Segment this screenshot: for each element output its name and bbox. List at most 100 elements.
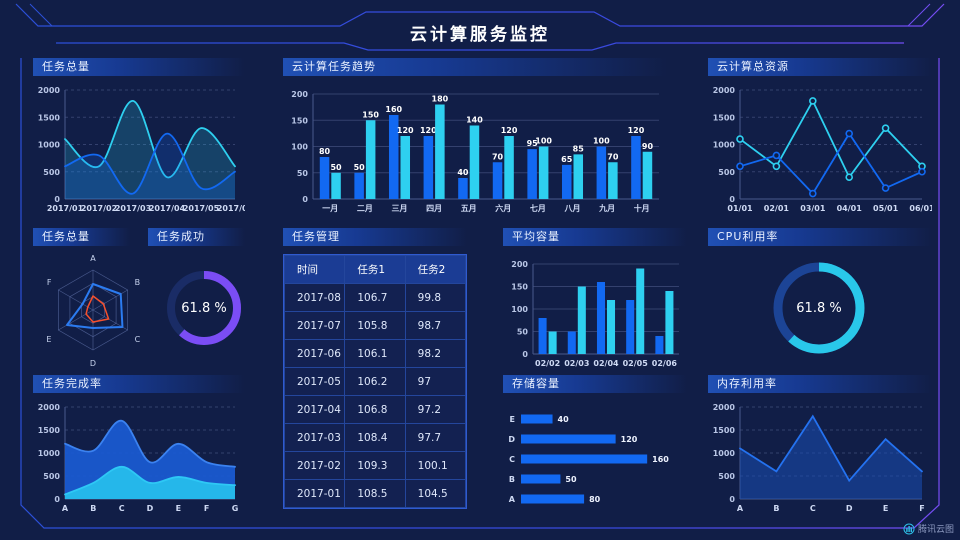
bar <box>538 318 547 354</box>
svg-text:100: 100 <box>593 137 610 146</box>
svg-text:0: 0 <box>54 495 60 504</box>
bar <box>435 104 445 199</box>
table-cell: 97 <box>404 367 467 396</box>
bar <box>538 146 549 199</box>
bar <box>642 151 653 199</box>
svg-text:2000: 2000 <box>713 403 736 412</box>
bar <box>504 136 514 199</box>
bar <box>423 136 434 199</box>
series-blue-area <box>65 133 235 199</box>
task-success-donut: 61.8 % <box>167 271 241 345</box>
panel-task-success: 任务成功 61.8 % <box>148 228 245 370</box>
svg-text:1000: 1000 <box>38 141 61 150</box>
svg-text:1500: 1500 <box>38 426 61 435</box>
svg-text:120: 120 <box>501 126 518 135</box>
table-header-row: 时间 任务1 任务2 <box>283 255 467 284</box>
table-cell: 106.1 <box>344 339 406 368</box>
data-point <box>845 173 853 181</box>
task-total-line-chart: 05001000150020002017/012017/022017/03201… <box>38 86 245 213</box>
svg-text:E: E <box>46 335 51 344</box>
svg-text:90: 90 <box>642 142 654 151</box>
svg-text:120: 120 <box>420 126 437 135</box>
svg-text:四月: 四月 <box>426 204 442 213</box>
panel-title: 任务总量 <box>33 228 130 246</box>
panel-title: 云计算任务趋势 <box>283 58 667 76</box>
svg-text:61.8 %: 61.8 % <box>181 301 226 316</box>
svg-text:150: 150 <box>511 283 528 292</box>
svg-text:160: 160 <box>652 455 669 464</box>
data-point <box>809 189 817 198</box>
panel-title: 存储容量 <box>503 375 687 393</box>
svg-text:02/02: 02/02 <box>535 359 560 368</box>
table-cell: 105.8 <box>344 311 406 340</box>
completion-area-chart: 0 500 1000 1500 2000 A B C D E F G <box>38 403 239 513</box>
svg-text:F: F <box>47 278 52 287</box>
svg-text:E: E <box>883 504 888 513</box>
svg-text:2017/02: 2017/02 <box>81 204 117 213</box>
bar <box>561 164 572 199</box>
task-radar-chart: A B C D E F <box>46 254 141 368</box>
task-table: 时间 任务1 任务2 2017-08 106.7 99.8 2017-07 105.8 98.7… <box>283 255 467 508</box>
svg-text:C: C <box>509 455 515 464</box>
svg-text:七月: 七月 <box>530 203 546 213</box>
cloud-resources-line-chart: 0 500 1000 1500 2000 01/01 02/01 03/01 04/01 05/0… <box>713 86 932 213</box>
bar <box>596 282 605 354</box>
svg-text:A: A <box>509 495 516 504</box>
column-header: 时间 <box>283 255 346 284</box>
panel-title: 内存利用率 <box>708 375 932 393</box>
bar <box>631 136 641 199</box>
area-blue-line <box>64 419 236 468</box>
data-point <box>845 129 853 138</box>
radar-red <box>85 295 110 323</box>
panel-storage: 存储容量 E 40 D 120 C 160 B 50 A 80 <box>503 375 687 515</box>
bar <box>521 454 648 464</box>
svg-text:150: 150 <box>362 110 379 119</box>
svg-text:D: D <box>846 504 853 513</box>
svg-text:40: 40 <box>558 415 570 424</box>
series-blue-area <box>740 416 922 499</box>
table-cell: 2017-01 <box>283 479 346 508</box>
svg-text:一月: 一月 <box>322 204 338 213</box>
radar-blue <box>66 283 124 329</box>
series-blue-line <box>64 132 236 195</box>
svg-text:C: C <box>135 335 141 344</box>
svg-text:500: 500 <box>718 472 735 481</box>
bar <box>400 136 411 199</box>
svg-text:85: 85 <box>573 144 585 153</box>
svg-text:500: 500 <box>43 472 60 481</box>
svg-text:B: B <box>773 504 779 513</box>
svg-text:80: 80 <box>589 495 601 504</box>
brand-text: 腾讯云图 <box>917 525 954 535</box>
bar <box>527 149 537 199</box>
svg-text:50: 50 <box>297 169 309 178</box>
svg-text:01/01: 01/01 <box>727 204 753 213</box>
panel-title: CPU利用率 <box>708 228 932 246</box>
table-cell: 2017-06 <box>283 339 346 368</box>
series-blue-line <box>739 131 923 196</box>
svg-text:E: E <box>510 415 515 424</box>
table-cell: 108.5 <box>344 479 406 508</box>
svg-text:2017/05: 2017/05 <box>183 204 220 213</box>
series-blue-line <box>739 414 923 483</box>
svg-text:500: 500 <box>43 168 60 177</box>
svg-text:D: D <box>147 504 154 513</box>
data-point <box>918 167 926 176</box>
svg-text:03/01: 03/01 <box>800 204 826 213</box>
donut-arc <box>167 271 241 345</box>
table-row: 2017-08 106.7 99.8 <box>283 283 467 312</box>
table-cell: 99.8 <box>404 283 467 312</box>
svg-text:B: B <box>135 278 141 287</box>
panel-cloud-resources: 云计算总资源 0 500 1000 1500 2000 01/01 02/01 03/01 04… <box>708 58 932 215</box>
series-cyan-line <box>64 100 236 179</box>
bar <box>319 157 330 199</box>
svg-text:100: 100 <box>511 305 528 314</box>
page-title: 云计算服务监控 <box>410 25 550 45</box>
svg-text:D: D <box>90 359 96 368</box>
panel-task-radar: 任务总量 A B C D E F <box>33 228 146 370</box>
svg-text:200: 200 <box>291 90 308 99</box>
bar <box>492 162 503 199</box>
svg-text:0: 0 <box>729 495 735 504</box>
svg-text:2000: 2000 <box>38 86 61 95</box>
svg-text:50: 50 <box>330 163 342 172</box>
